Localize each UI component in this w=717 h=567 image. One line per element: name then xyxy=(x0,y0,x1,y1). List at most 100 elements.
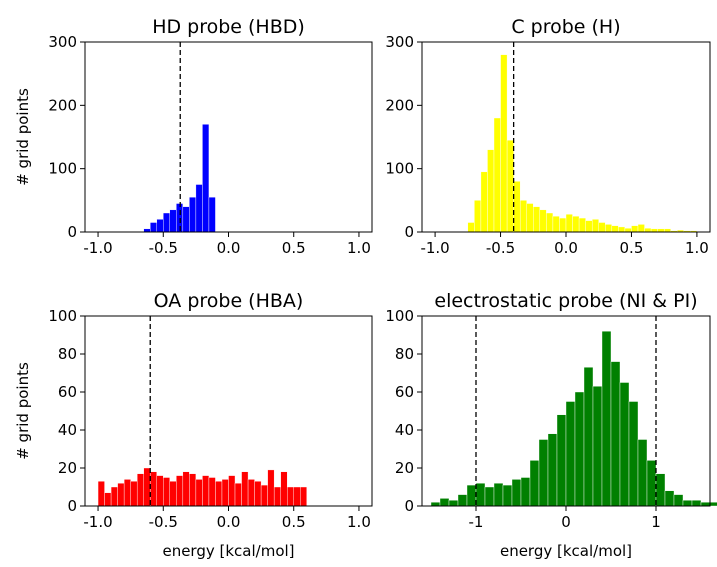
histogram-bar xyxy=(163,477,170,507)
histogram-bar xyxy=(506,139,514,233)
histogram-bar xyxy=(619,382,630,507)
y-tick-label: 0 xyxy=(67,497,77,515)
x-axis-label: energy [kcal/mol] xyxy=(162,542,294,560)
histogram-bar xyxy=(487,149,495,233)
plot-frame xyxy=(84,41,373,233)
y-tick-label: 80 xyxy=(58,345,77,363)
histogram-bar xyxy=(637,439,648,507)
x-tick-label: 1.0 xyxy=(347,513,371,531)
histogram-bar xyxy=(448,500,459,507)
x-tick-label: 0.5 xyxy=(282,513,306,531)
histogram-bar xyxy=(709,502,717,507)
histogram-bar xyxy=(110,486,118,507)
histogram-bar xyxy=(150,471,157,507)
x-tick-label: 0.0 xyxy=(217,513,241,531)
histogram-bar xyxy=(202,124,210,233)
histogram-bar xyxy=(254,481,262,507)
histogram-bar xyxy=(267,469,275,507)
histogram-bar xyxy=(519,200,527,233)
histogram-bar xyxy=(234,483,242,507)
x-tick-label: 0.5 xyxy=(282,239,306,257)
histogram-bar xyxy=(539,209,547,233)
x-tick-label: 0.0 xyxy=(217,239,241,257)
x-tick-label: 0.5 xyxy=(620,239,644,257)
histogram-bar xyxy=(189,196,197,233)
y-tick-label: 0 xyxy=(404,497,414,515)
y-tick-label: 60 xyxy=(58,383,77,401)
y-tick-label: 100 xyxy=(48,160,77,178)
histogram-bar xyxy=(241,471,249,507)
chart-title: OA probe (HBA) xyxy=(154,290,304,312)
y-tick-label: 0 xyxy=(67,223,77,241)
histogram-bar xyxy=(143,467,151,507)
histogram-bar xyxy=(529,460,540,507)
x-tick-label: -0.5 xyxy=(149,239,178,257)
histogram-bar xyxy=(493,117,501,233)
histogram-bar xyxy=(104,492,112,507)
histogram-bar xyxy=(547,433,558,507)
histogram-bar xyxy=(475,483,486,507)
x-tick-label: -1.0 xyxy=(420,239,449,257)
histogram-bar xyxy=(624,227,632,233)
histogram-bar xyxy=(228,475,236,507)
histogram-bar xyxy=(457,494,468,507)
histogram-bar xyxy=(574,391,585,507)
x-tick-label: -0.5 xyxy=(486,239,515,257)
histogram-bar xyxy=(628,401,639,507)
histogram-bar xyxy=(546,212,554,233)
panel-2: -1.0 -0.5 0.0 0.5 1.0 0 100 200 300 C probe (H) xyxy=(385,16,711,257)
y-axis-label: # grid points xyxy=(14,362,32,460)
histogram-bar xyxy=(664,490,675,507)
histogram-bar xyxy=(439,498,450,507)
histogram-bar xyxy=(215,481,223,507)
y-tick-label: 300 xyxy=(385,33,414,51)
histogram-bar xyxy=(123,479,131,507)
histogram-bar xyxy=(156,219,164,233)
histogram-bar xyxy=(691,500,702,507)
histogram-bar xyxy=(637,224,645,233)
histogram-bar xyxy=(430,502,441,507)
histogram-bar xyxy=(169,209,177,233)
histogram-bar xyxy=(136,473,144,507)
histogram-bar xyxy=(260,484,268,507)
histogram-bar xyxy=(273,486,281,507)
histogram-bar xyxy=(556,414,567,507)
x-tick-label: 0 xyxy=(561,513,571,531)
histogram-bar xyxy=(176,203,184,233)
histogram-bar xyxy=(591,219,599,233)
x-tick-label: -1.0 xyxy=(83,513,112,531)
histogram-bar xyxy=(618,226,626,233)
histogram-bar xyxy=(526,203,534,233)
y-tick-label: 200 xyxy=(385,96,414,114)
histogram-bar xyxy=(130,481,138,507)
histogram-bar xyxy=(700,502,711,507)
histogram-bar xyxy=(208,196,216,233)
histogram-bar xyxy=(559,217,567,233)
histogram-bar xyxy=(598,222,606,233)
y-tick-label: 60 xyxy=(395,383,414,401)
histogram-bar xyxy=(195,184,203,233)
histogram-bar xyxy=(480,171,488,233)
histogram-bar xyxy=(673,494,684,507)
histogram-bar xyxy=(538,439,549,507)
histogram-bar xyxy=(682,500,693,507)
histogram-bar xyxy=(572,215,580,233)
x-axis-label: energy [kcal/mol] xyxy=(500,542,632,560)
histogram-bar xyxy=(484,486,495,507)
histogram-bar xyxy=(631,225,639,233)
histogram-bar xyxy=(156,475,164,507)
histogram-bar xyxy=(474,200,482,233)
histogram-bar xyxy=(117,483,125,507)
x-tick-label: -1.0 xyxy=(83,239,112,257)
histogram-bar xyxy=(610,361,621,507)
histogram-bar xyxy=(287,486,294,507)
histogram-bar xyxy=(493,483,504,507)
chart-title: HD probe (HBD) xyxy=(152,16,305,38)
histogram-bar xyxy=(150,222,157,233)
x-tick-label: 1 xyxy=(651,513,661,531)
histogram-bar xyxy=(552,215,560,233)
histogram-bar xyxy=(202,475,210,507)
histogram-bar xyxy=(502,484,513,507)
